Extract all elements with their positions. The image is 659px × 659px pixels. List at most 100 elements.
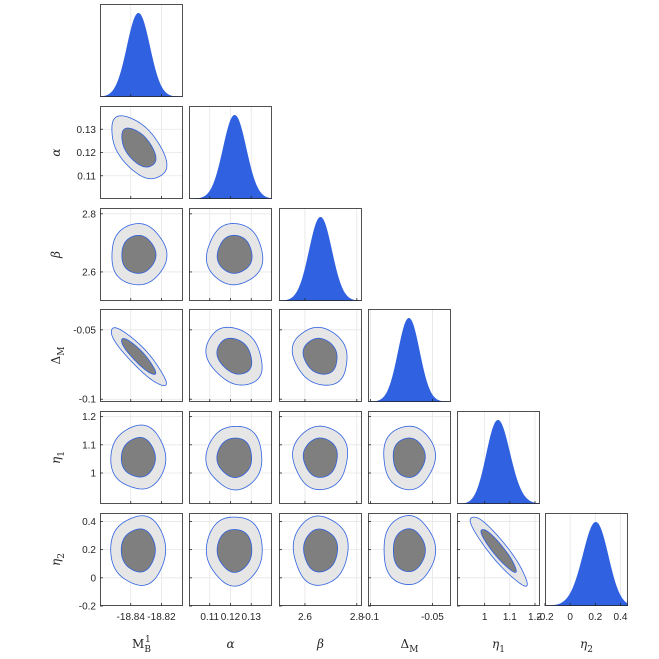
panel-MB1-DeltaM <box>100 309 183 402</box>
axis-label-subscript: M <box>409 645 418 655</box>
y-tick-label-eta1-1-1: 1.1 <box>82 440 96 451</box>
axis-label-subscript: 1 <box>499 645 505 655</box>
panel-alpha-beta <box>189 208 272 301</box>
x-tick-label-DeltaM-0-05: -0.05 <box>421 612 444 623</box>
x-axis-label-alpha: α <box>226 637 234 651</box>
panel-frame <box>368 411 451 504</box>
panel-MB1-beta <box>100 208 183 301</box>
x-tick-label-DeltaM-0-1: -0.1 <box>362 612 380 623</box>
panel-MB1-MB1 <box>100 4 183 97</box>
axis-label-symbol: α <box>49 148 63 156</box>
panel-alpha-alpha <box>189 106 272 199</box>
panel-frame <box>279 309 362 402</box>
contour-68-DeltaM-eta2 <box>392 528 426 573</box>
y-axis-label-beta: β <box>49 251 63 259</box>
panel-MB1-eta1 <box>100 411 183 504</box>
panel-frame <box>100 513 183 606</box>
marginal-eta2 <box>545 521 628 606</box>
x-tick-label-alpha-0-11: 0.11 <box>200 612 219 623</box>
y-tick-label-alpha-0-13: 0.13 <box>77 125 97 136</box>
marginal-beta <box>279 216 362 301</box>
axis-label-superscript: 1 <box>145 635 151 645</box>
gridlines <box>370 309 433 402</box>
x-tick-label-eta2-0: 0 <box>567 612 573 623</box>
axis-label-symbol: η <box>49 558 63 566</box>
panel-beta-eta1 <box>279 411 362 504</box>
panel-frame <box>368 513 451 606</box>
axis-label-symbol: M <box>132 637 144 651</box>
panel-beta-beta <box>279 208 362 301</box>
panel-frame <box>457 513 540 606</box>
panel-eta1-eta1 <box>457 411 540 504</box>
x-tick-label-alpha-0-12: 0.12 <box>221 612 241 623</box>
contour-68-MB1-alpha <box>121 127 157 168</box>
marginal-MB1 <box>100 12 183 97</box>
x-tick-label-eta2-0-2: -0.2 <box>536 612 554 623</box>
panel-frame <box>279 208 362 301</box>
marginal-DeltaM <box>368 317 451 402</box>
contour-68-alpha-DeltaM <box>216 337 253 375</box>
axis-label-symbol: η <box>580 637 588 651</box>
contour-68-beta-DeltaM <box>302 337 338 375</box>
panel-MB1-eta2 <box>100 513 183 607</box>
contour-68-alpha-eta1 <box>216 437 252 478</box>
panel-frame <box>279 513 362 606</box>
x-tick-label-MB1-18-84: -18.84 <box>117 612 146 623</box>
y-tick-label-eta2-0: 0 <box>90 573 96 584</box>
y-tick-label-alpha-0-11: 0.11 <box>77 171 96 182</box>
axis-label-subscript: 2 <box>587 645 593 655</box>
axis-label-symbol: Δ <box>401 637 410 651</box>
y-tick-label-eta1-1: 1 <box>90 469 96 480</box>
panels-layer <box>100 4 628 607</box>
contour-68-MB1-DeltaM <box>121 338 157 375</box>
contour-68-eta1-eta2 <box>480 529 517 573</box>
axis-label-symbol: β <box>49 251 63 259</box>
panel-alpha-DeltaM <box>189 309 272 402</box>
panel-alpha-eta2 <box>189 513 272 607</box>
axis-label-symbol: Δ <box>49 355 63 364</box>
x-tick-label-beta-2-6: 2.6 <box>298 612 312 623</box>
x-tick-label-eta1-1-2: 1.2 <box>528 612 542 623</box>
x-axis-label-MB1: MB1 <box>132 635 151 655</box>
panel-frame <box>457 411 540 504</box>
contour-68-MB1-eta2 <box>120 528 156 573</box>
panel-DeltaM-eta2 <box>368 513 451 607</box>
axis-label-symbol: η <box>492 637 500 651</box>
y-axis-label-eta2: η2 <box>49 553 67 566</box>
x-axis-label-DeltaM: ΔM <box>401 637 419 655</box>
y-tick-label-eta1-1-2: 1.2 <box>82 412 96 423</box>
y-tick-label-beta-2-8: 2.8 <box>82 209 96 220</box>
panel-frame <box>100 4 183 97</box>
x-tick-label-alpha-0-13: 0.13 <box>242 612 262 623</box>
x-tick-label-eta1-1: 1 <box>482 612 488 623</box>
panel-alpha-eta1 <box>189 411 272 504</box>
panel-DeltaM-DeltaM <box>368 309 451 402</box>
panel-DeltaM-eta1 <box>368 411 451 504</box>
y-axis-label-DeltaM: ΔM <box>49 347 67 365</box>
y-tick-label-alpha-0-12: 0.12 <box>77 148 97 159</box>
panel-frame <box>279 411 362 504</box>
x-axis-label-eta2: η2 <box>580 637 593 655</box>
panel-MB1-alpha <box>100 106 183 199</box>
x-tick-label-MB1-18-82: -18.82 <box>147 612 176 623</box>
x-axis-label-beta: β <box>316 637 324 651</box>
marginal-eta1 <box>457 419 540 504</box>
axis-label-symbol: η <box>49 456 63 464</box>
panel-frame <box>368 309 451 402</box>
panel-eta2-eta2 <box>544 513 628 606</box>
marginal-alpha <box>189 114 272 199</box>
contour-68-DeltaM-eta1 <box>392 437 426 478</box>
x-tick-label-beta-2-8: 2.8 <box>350 612 364 623</box>
contour-68-beta-eta1 <box>302 437 338 478</box>
contour-68-MB1-beta <box>121 234 157 274</box>
panel-frame <box>545 513 628 606</box>
axis-label-subscript: 1 <box>57 451 67 457</box>
axis-label-symbol: α <box>226 637 234 651</box>
y-tick-label-DeltaM-0-1: -0.1 <box>79 395 97 406</box>
x-axis-label-eta1: η1 <box>492 637 505 655</box>
panel-frame <box>100 411 183 504</box>
x-tick-label-eta1-1-1: 1.1 <box>503 612 517 623</box>
y-tick-label-eta2-0-2: 0.2 <box>82 545 96 556</box>
panel-frame <box>100 309 183 402</box>
